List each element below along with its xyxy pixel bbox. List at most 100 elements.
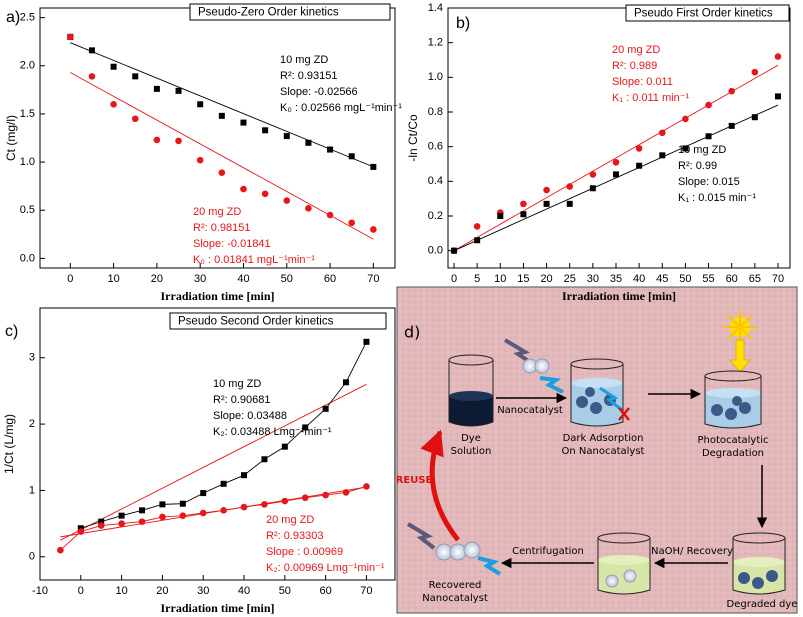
chart: -10 0 10 20 30 40 50 60 70 0 1 2 3 Irradiation time [… (2, 307, 396, 615)
x-tick-label: 10 (494, 273, 506, 285)
y-tick-label: 1.4 (428, 2, 443, 14)
point (200, 490, 207, 497)
label-recovered: Nanocatalyst (422, 593, 488, 604)
point (98, 518, 105, 525)
point (283, 197, 291, 204)
point (159, 501, 166, 508)
y-tick-label: 1.5 (20, 108, 35, 120)
x-tick-label: 40 (237, 273, 249, 285)
point (636, 162, 643, 169)
point (451, 247, 458, 254)
point (218, 169, 226, 176)
y-tick-label: 2.5 (20, 12, 35, 24)
x-tick-label: 0 (451, 273, 457, 285)
label-dye: Solution (451, 446, 492, 457)
point (658, 129, 666, 137)
y-axis-label: -ln Ct/Co (406, 114, 420, 162)
point (589, 171, 597, 178)
point (88, 73, 96, 80)
x-tick-label: 50 (279, 585, 291, 597)
fit-line (70, 42, 374, 168)
y-tick-label: 0.8 (428, 106, 443, 118)
annotation: K₁ : 0.015 min⁻¹ (678, 192, 756, 204)
point (241, 472, 248, 479)
panel-label: a) (6, 9, 20, 26)
x-axis-label: Irradiation time [min] (562, 289, 676, 303)
point (132, 73, 139, 80)
point (774, 93, 781, 100)
annotation: 20 mg ZD (612, 44, 660, 56)
title-box (189, 3, 391, 21)
point (520, 211, 527, 218)
point (705, 101, 712, 109)
point (240, 119, 247, 126)
x-tick-label: 10 (107, 273, 119, 285)
point (322, 491, 329, 499)
x-tick-label: 70 (367, 273, 379, 285)
point (728, 122, 735, 129)
annotation: K₀ : 0.02566 mgL⁻¹min⁻¹ (280, 102, 402, 114)
x-tick-label: 40 (238, 585, 250, 597)
point (348, 219, 356, 227)
x-tick-label: 20 (151, 273, 163, 285)
point (370, 163, 377, 170)
point (118, 512, 125, 519)
point (774, 53, 782, 60)
x-tick-label: 0 (67, 273, 73, 285)
fit-line (453, 104, 779, 252)
point (220, 480, 227, 487)
point (728, 87, 735, 95)
annotation: 20 mg ZD (266, 514, 314, 526)
annotation: K₁ : 0.011 min⁻¹ (612, 92, 690, 104)
annotation: Slope: 0.03488 (213, 410, 287, 422)
point (179, 512, 187, 519)
point (196, 156, 204, 164)
y-tick-label: 3 (29, 352, 35, 364)
point (566, 183, 574, 190)
label-centrifugation: Centrifugation (512, 546, 584, 557)
annotation: 10 mg ZD (678, 144, 726, 156)
series-line (60, 486, 367, 551)
point (474, 237, 481, 244)
y-tick-label: 0.5 (20, 204, 35, 216)
x-tick-label: 70 (772, 273, 784, 285)
point (322, 405, 329, 412)
x-tick-label: 45 (656, 273, 668, 285)
x-tick-label: 20 (540, 273, 552, 285)
chart: 0 5 10 15 20 25 30 35 40 45 50 55 60 65 70 0.0 0.2 0.4 0.6… (406, 2, 791, 303)
annotation: Slope: -0.02566 (280, 86, 358, 98)
point (543, 200, 550, 207)
point (110, 100, 117, 108)
point (261, 456, 268, 463)
x-tick-label: 20 (156, 585, 168, 597)
chart-title: Pseudo-Zero Order kinetics (198, 7, 339, 19)
beaker-recovery (597, 532, 651, 595)
beaker-photo (704, 310, 762, 429)
point (543, 186, 550, 194)
point (261, 501, 268, 508)
point (240, 503, 248, 511)
label-photo: Degradation (702, 448, 764, 459)
chart-title: Pseudo Second Order kinetics (178, 316, 334, 328)
point (520, 200, 527, 208)
y-tick-label: 1 (29, 484, 35, 496)
annotation: K₀ : 0.01841 mgL⁻¹min⁻¹ (193, 254, 315, 266)
point (342, 489, 350, 496)
y-tick-label: 0.0 (20, 252, 35, 264)
annotation: Slope: -0.01841 (193, 238, 271, 250)
point (153, 136, 161, 144)
annotation: R²: 0.93303 (266, 530, 323, 542)
fit-line (60, 383, 367, 541)
point (305, 139, 312, 146)
point (682, 115, 689, 123)
point (751, 114, 758, 121)
x-tick-label: 55 (702, 273, 714, 285)
annotation: 10 mg ZD (280, 54, 328, 66)
fit-line (70, 72, 374, 240)
point (220, 507, 227, 514)
y-axis-label: Ct (mg/l) (4, 115, 18, 161)
x-tick-label: 5 (474, 273, 480, 285)
annotation: K₂: 0.00969 Lmg⁻¹min⁻¹ (266, 562, 385, 574)
x-axis-label: Irradiation time [min] (161, 289, 275, 303)
